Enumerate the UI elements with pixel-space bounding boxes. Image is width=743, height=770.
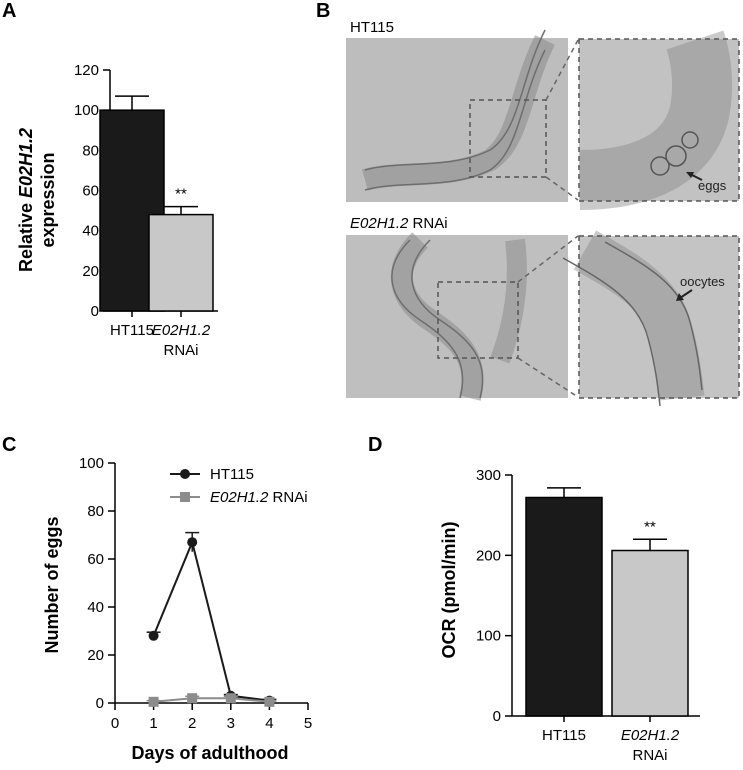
data-point xyxy=(148,696,159,707)
panel-label-a: A xyxy=(2,0,17,22)
bar xyxy=(148,213,214,312)
chart-c: Number of eggs Days of adulthood HT115 E… xyxy=(42,455,312,763)
y-tick-label: 40 xyxy=(87,599,104,616)
micrograph-bottom-overview xyxy=(346,232,568,401)
micrograph-bottom-label: E02H1.2 RNAi xyxy=(350,215,448,232)
micrograph-top-label: HT115 xyxy=(350,19,394,36)
panel-label-c: C xyxy=(2,434,17,456)
y-tick-label: 80 xyxy=(82,142,99,159)
legend-label-rnai: E02H1.2 RNAi xyxy=(210,489,308,506)
significance-marker: ** xyxy=(644,518,656,535)
x-tick-label: 3 xyxy=(227,715,235,732)
legend-label-ht115: HT115 xyxy=(210,466,254,483)
category-label: E02H1.2 xyxy=(621,727,680,744)
y-tick-label: 120 xyxy=(74,62,99,79)
data-point xyxy=(225,693,236,704)
chart-a: Relative E02H1.2 expression 0 20 40 60 80 100… xyxy=(16,62,218,359)
chart-d: OCR (pmol/min) 0 100 200 300 HT115 ** E02H1.2 R… xyxy=(439,467,700,764)
chart-d-ylabel: OCR (pmol/min) xyxy=(439,522,459,659)
y-tick-label: 60 xyxy=(82,183,99,200)
x-tick-label: 2 xyxy=(188,715,196,732)
chart-c-legend: HT115 E02H1.2 RNAi xyxy=(170,466,308,506)
x-tick-label: 5 xyxy=(304,715,312,732)
bar xyxy=(611,549,689,717)
legend-item-ht115: HT115 xyxy=(170,466,254,483)
legend-marker-circle xyxy=(180,469,190,479)
y-tick-label: 0 xyxy=(493,708,501,725)
y-tick-label: 80 xyxy=(87,503,104,520)
x-tick-label: 0 xyxy=(111,715,119,732)
chart-c-xlabel: Days of adulthood xyxy=(132,743,289,763)
y-tick-label: 0 xyxy=(96,695,104,712)
x-tick-label: 1 xyxy=(149,715,157,732)
zoom-box-top xyxy=(469,99,547,178)
micrograph-bottom-zoom: oocytes xyxy=(562,230,740,407)
y-tick-label: 0 xyxy=(91,303,99,320)
zoom-box-bottom xyxy=(437,281,519,359)
category-label: HT115 xyxy=(110,322,154,339)
y-tick-label: 100 xyxy=(476,628,501,645)
chart-c-ylabel: Number of eggs xyxy=(42,516,62,653)
data-point xyxy=(187,693,198,704)
micrograph-panel: HT115 E02H1.2 RNAi eggs xyxy=(346,19,740,407)
y-tick-label: 100 xyxy=(79,455,104,472)
data-point xyxy=(264,696,275,707)
y-tick-label: 300 xyxy=(476,467,501,484)
micrograph-top-zoom: eggs xyxy=(578,30,740,210)
eggs-annotation: eggs xyxy=(698,178,727,193)
category-label: E02H1.2 xyxy=(152,322,211,339)
chart-a-ylabel-line2: expression xyxy=(38,152,58,247)
y-tick-label: 60 xyxy=(87,551,104,568)
y-tick-label: 100 xyxy=(74,102,99,119)
series-line xyxy=(152,539,270,702)
data-point xyxy=(187,537,198,548)
y-tick-label: 40 xyxy=(82,223,99,240)
legend-marker-square xyxy=(180,492,190,502)
data-point xyxy=(148,630,159,641)
y-tick-label: 20 xyxy=(82,263,99,280)
category-label: RNAi xyxy=(632,747,667,764)
x-tick-label: 4 xyxy=(265,715,273,732)
legend-item-rnai: E02H1.2 RNAi xyxy=(170,489,308,506)
category-label: HT115 xyxy=(542,727,586,744)
oocytes-annotation: oocytes xyxy=(680,274,725,289)
panel-label-d: D xyxy=(368,434,383,456)
significance-marker: ** xyxy=(175,186,187,203)
y-tick-label: 200 xyxy=(476,547,501,564)
y-tick-label: 20 xyxy=(87,647,104,664)
series-line xyxy=(153,697,270,703)
micrograph-top-overview xyxy=(346,29,568,202)
bar xyxy=(525,496,603,717)
chart-a-ylabel: Relative E02H1.2 expression xyxy=(16,128,58,272)
chart-a-ylabel-line1: Relative E02H1.2 xyxy=(16,128,36,272)
category-label: RNAi xyxy=(163,342,198,359)
panel-label-b: B xyxy=(316,0,331,22)
